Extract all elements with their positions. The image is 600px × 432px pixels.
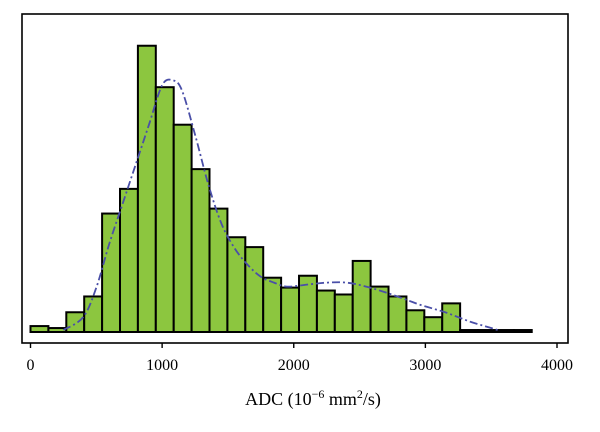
histogram-bar	[65, 311, 86, 333]
x-tick-label: 0	[27, 357, 35, 374]
x-axis-label: ADC (10−6 mm2/s)	[245, 387, 381, 410]
density-curve	[62, 78, 499, 331]
histogram-bar	[119, 187, 139, 333]
histogram-bar	[423, 316, 444, 333]
histogram-bar	[333, 293, 354, 334]
histogram-bar	[459, 329, 480, 334]
histogram-bar	[172, 123, 193, 334]
histogram-bar	[154, 86, 175, 333]
histogram-bar	[512, 329, 533, 334]
histogram-bar	[494, 329, 515, 334]
histogram-bar	[477, 329, 497, 334]
histogram-bar	[315, 289, 336, 333]
histogram-bar	[83, 295, 104, 333]
histogram-bar	[244, 246, 265, 333]
histogram-bar	[351, 259, 372, 334]
x-tick-label: 1000	[146, 357, 178, 374]
x-axis-ticks: 0 1000 2000 3000 4000	[27, 343, 573, 374]
x-tick-label: 2000	[278, 357, 310, 374]
x-tick-label: 4000	[541, 357, 573, 374]
histogram-bar	[387, 295, 408, 333]
histogram-bar	[190, 168, 211, 333]
histogram-bars	[29, 44, 533, 334]
histogram-bar	[405, 309, 426, 334]
histogram-bar	[29, 325, 50, 334]
histogram-bar	[208, 207, 229, 333]
histogram-bar	[280, 286, 301, 334]
histogram-bar	[136, 44, 157, 333]
plot-frame	[21, 13, 569, 344]
x-tick-label: 3000	[409, 357, 441, 374]
histogram-bar	[262, 276, 283, 334]
histogram-bar	[101, 212, 122, 333]
